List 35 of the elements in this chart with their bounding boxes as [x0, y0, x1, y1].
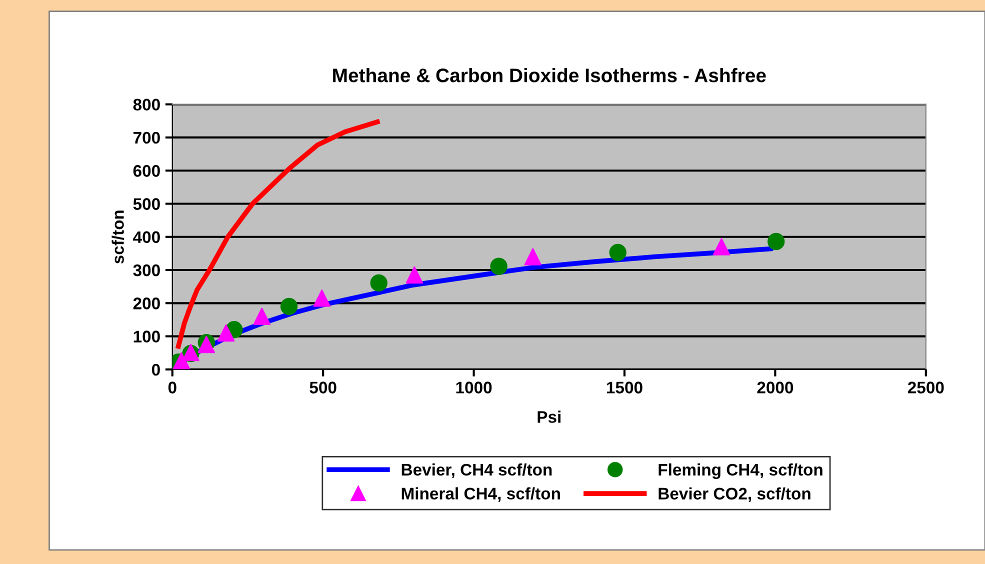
point — [406, 266, 424, 284]
x-tick-label: 1500 — [607, 382, 642, 394]
point — [370, 274, 388, 292]
point — [767, 232, 785, 250]
legend-label: Bevier, CH4 scf/ton — [402, 463, 552, 478]
y-tick-label: 500 — [133, 198, 160, 210]
point — [313, 290, 330, 307]
x-axis-title: Psi — [538, 410, 560, 423]
y-tick-label: 800 — [133, 98, 160, 111]
point — [217, 324, 235, 342]
chart-title: Methane & Carbon Dioxide Isotherms - Ashfree — [333, 68, 766, 82]
x-tick-label: 2500 — [908, 382, 944, 394]
y-tick-label: 600 — [133, 165, 160, 177]
legend-label: Bevier CO2, scf/ton — [658, 487, 810, 502]
x-tick-label: 500 — [310, 382, 336, 394]
y-tick-label: 300 — [133, 264, 160, 276]
point — [172, 352, 190, 370]
y-tick-label: 700 — [133, 132, 160, 144]
x-tick-label: 2000 — [757, 382, 794, 394]
y-tick-label: 0 — [152, 364, 160, 376]
point — [280, 298, 298, 316]
y-tick-label: 100 — [134, 330, 160, 342]
legend-label: Fleming CH4, scf/ton — [658, 463, 822, 479]
point — [524, 248, 542, 266]
point — [253, 308, 271, 326]
legend-label: Mineral CH4, scf/ton — [402, 487, 560, 502]
line-series — [176, 119, 380, 349]
point — [712, 238, 730, 256]
y-tick-label: 400 — [133, 231, 160, 244]
x-tick-label: 1000 — [456, 382, 492, 394]
y-axis-title: scf/ton — [112, 210, 124, 264]
point — [609, 244, 626, 262]
x-tick-label: 0 — [168, 382, 176, 394]
y-tick-label: 200 — [133, 298, 160, 310]
point — [490, 258, 508, 275]
